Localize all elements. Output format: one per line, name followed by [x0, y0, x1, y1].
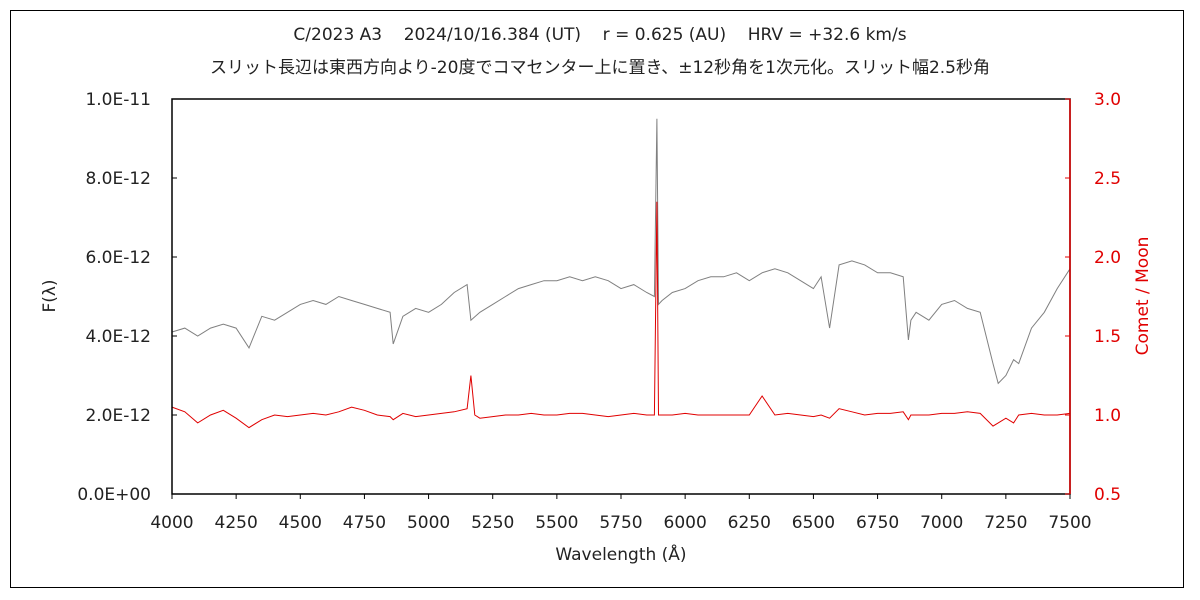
y-tick-label: 0.0E+00: [77, 485, 151, 505]
x-tick-label: 6750: [856, 513, 899, 533]
chart-title: C/2023 A3 2024/10/16.384 (UT) r = 0.625 …: [293, 25, 907, 45]
y2-tick-label: 3.0: [1094, 90, 1121, 110]
y-tick-label: 8.0E-12: [85, 169, 151, 189]
x-tick-label: 4500: [279, 513, 322, 533]
y-tick-label: 2.0E-12: [85, 406, 151, 426]
x-tick-label: 4000: [150, 513, 193, 533]
y2-tick-label: 2.0: [1094, 248, 1121, 268]
x-axis-label: Wavelength (Å): [555, 543, 686, 565]
series-line-flux: [171, 118, 1071, 385]
x-tick-label: 6500: [792, 513, 835, 533]
x-tick-label: 6250: [728, 513, 771, 533]
plot-area: [171, 98, 1071, 495]
y-tick-label: 6.0E-12: [85, 248, 151, 268]
x-tick-label: 7500: [1048, 513, 1091, 533]
y2-tick-label: 1.5: [1094, 327, 1121, 347]
x-tick-label: 4750: [343, 513, 386, 533]
chart-frame: [10, 10, 1184, 588]
y2-axis-label: Comet / Moon: [1133, 237, 1153, 356]
y-axis-label: F(λ): [40, 279, 60, 312]
x-tick-label: 7250: [984, 513, 1027, 533]
x-tick-label: 5250: [471, 513, 514, 533]
x-tick-label: 4250: [215, 513, 258, 533]
y2-tick-label: 2.5: [1094, 169, 1121, 189]
chart-subtitle: スリット長辺は東西方向より-20度でコマセンター上に置き、±12秒角を1次元化。…: [210, 58, 990, 78]
x-tick-label: 5500: [535, 513, 578, 533]
y-tick-label: 4.0E-12: [85, 327, 151, 347]
x-tick-label: 5750: [599, 513, 642, 533]
x-tick-label: 7000: [920, 513, 963, 533]
y2-tick-label: 1.0: [1094, 406, 1121, 426]
series-line-comet-moon-ratio: [171, 201, 1071, 429]
x-tick-label: 6000: [664, 513, 707, 533]
y-tick-label: 1.0E-11: [85, 90, 151, 110]
x-tick-label: 5000: [407, 513, 450, 533]
y2-tick-label: 0.5: [1094, 485, 1121, 505]
